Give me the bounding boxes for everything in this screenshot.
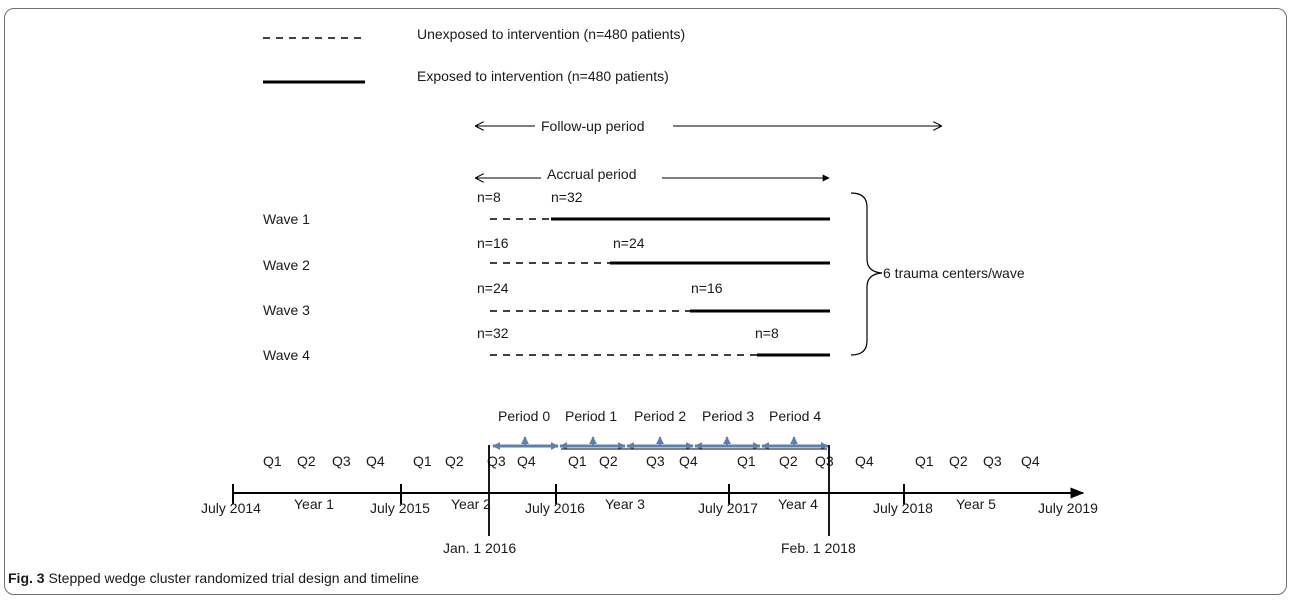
follow-up-period: Follow-up period [476,118,941,134]
wave-n-unexposed: n=8 [477,189,501,205]
timeline-date: July 2014 [201,500,261,516]
quarter-label: Q3 [332,453,351,469]
wave-2: Wave 2 n=16 n=24 [263,235,830,273]
quarter-label: Q2 [779,453,798,469]
wave-n-unexposed: n=16 [477,235,509,251]
year-label: Year 3 [605,496,645,512]
accrual-label: Accrual period [547,166,637,182]
timeline-date: July 2017 [698,500,758,516]
start-marker-label: Jan. 1 2016 [443,540,516,556]
quarter-label: Q2 [445,453,464,469]
wave-n-unexposed: n=32 [477,325,509,341]
year-label: Year 4 [778,496,818,512]
quarter-label: Q3 [983,453,1002,469]
stepped-wedge-diagram: Unexposed to intervention (n=480 patient… [8,26,1098,586]
wave-n-exposed: n=32 [551,189,583,205]
quarter-label: Q1 [915,453,934,469]
end-marker-label: Feb. 1 2018 [781,540,856,556]
curly-brace [850,192,883,356]
year-label: Year 1 [294,496,334,512]
figure-frame: Unexposed to intervention (n=480 patient… [4,8,1287,595]
wave-label: Wave 2 [263,257,310,273]
timeline-date: July 2015 [370,500,430,516]
caption-text: Stepped wedge cluster randomized trial d… [48,570,419,586]
accrual-period: Accrual period [476,166,830,182]
quarter-label: Q4 [517,453,536,469]
follow-up-label: Follow-up period [541,118,645,134]
quarter-label: Q3 [815,453,834,469]
period-label: Period 3 [702,408,754,424]
quarter-labels: Q1 Q2 Q3 Q4 Q1 Q2 Q3 Q4 Q1 Q2 Q3 Q4 Q1 Q… [263,453,1040,469]
wave-n-unexposed: n=24 [477,280,509,296]
year-label: Year 2 [451,496,491,512]
bracket-label: 6 trauma centers/wave [883,265,1025,281]
wave-label: Wave 4 [263,347,310,363]
wave-n-exposed: n=16 [691,280,723,296]
quarter-label: Q1 [737,453,756,469]
wave-3: Wave 3 n=24 n=16 [263,280,830,318]
quarter-label: Q4 [855,453,874,469]
quarter-label: Q3 [646,453,665,469]
timeline-axis: July 2014 July 2015 July 2016 July 2017 … [201,445,1098,556]
quarter-label: Q2 [949,453,968,469]
caption-label: Fig. 3 [8,570,45,586]
figure-caption: Fig. 3 Stepped wedge cluster randomized … [8,570,419,586]
quarter-label: Q1 [413,453,432,469]
wave-bracket: 6 trauma centers/wave [850,192,1025,356]
period-label: Period 4 [769,408,821,424]
quarter-label: Q4 [679,453,698,469]
quarter-label: Q3 [487,453,506,469]
wave-4: Wave 4 n=32 n=8 [263,325,830,363]
period-label: Period 1 [565,408,617,424]
period-label: Period 0 [498,408,550,424]
quarter-label: Q4 [366,453,385,469]
wave-n-exposed: n=24 [613,235,645,251]
legend-exposed-label: Exposed to intervention (n=480 patients) [417,68,669,84]
quarter-label: Q2 [297,453,316,469]
wave-label: Wave 1 [263,211,310,227]
timeline-date: July 2019 [1038,500,1098,516]
wave-label: Wave 3 [263,302,310,318]
study-periods: Period 0 Period 1 Period 2 Period 3 Peri… [492,408,829,450]
wave-n-exposed: n=8 [755,325,779,341]
year-label: Year 5 [956,496,996,512]
quarter-label: Q1 [568,453,587,469]
wave-1: Wave 1 n=8 n=32 [263,189,830,227]
period-label: Period 2 [634,408,686,424]
legend-unexposed-label: Unexposed to intervention (n=480 patient… [417,26,685,42]
quarter-label: Q4 [1021,453,1040,469]
quarter-label: Q1 [263,453,282,469]
svg-text:Fig. 3 Stepped wedge cluster r: Fig. 3 Stepped wedge cluster randomized … [8,570,419,586]
legend: Unexposed to intervention (n=480 patient… [263,26,685,84]
timeline-date: July 2016 [525,500,585,516]
timeline-date: July 2018 [873,500,933,516]
quarter-label: Q2 [599,453,618,469]
